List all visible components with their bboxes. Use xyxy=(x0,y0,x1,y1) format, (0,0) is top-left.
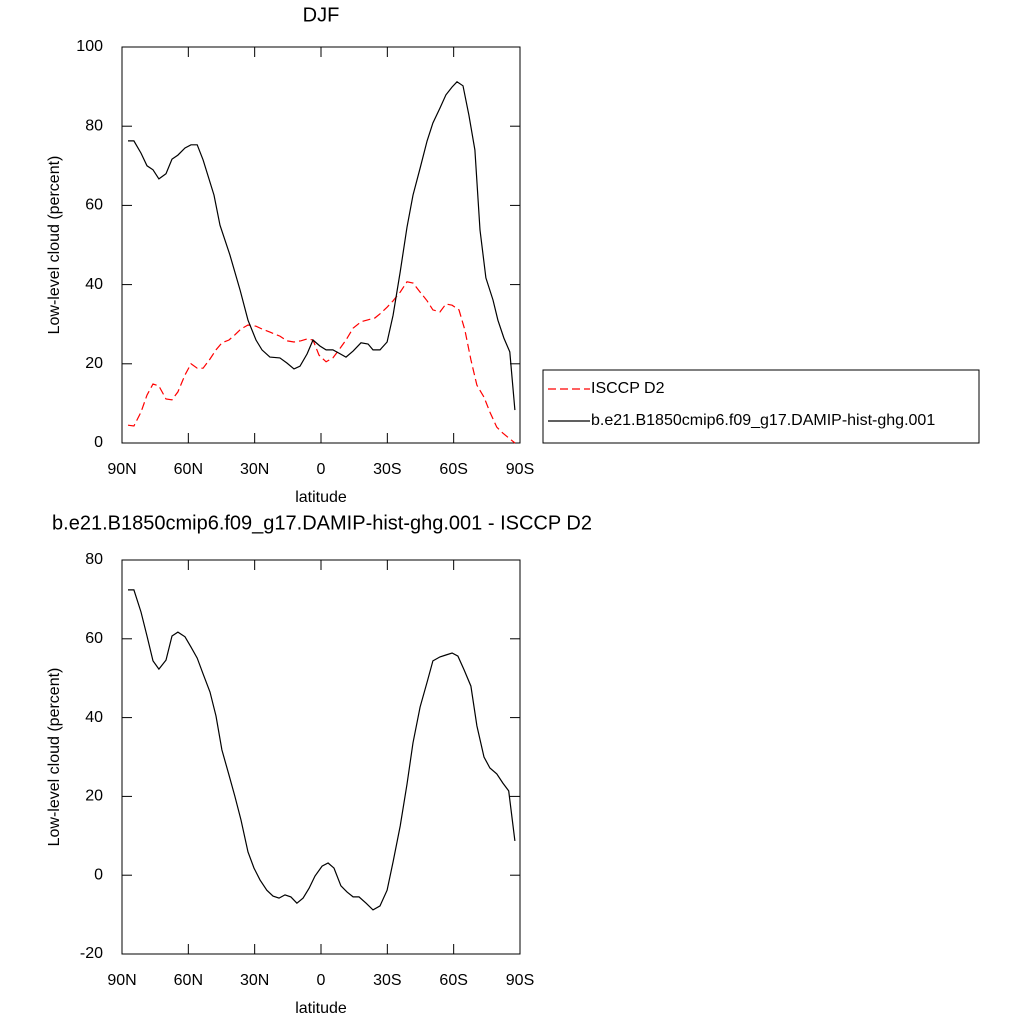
x-tick-label: 60S xyxy=(439,461,467,478)
y-tick-label: 100 xyxy=(76,38,103,55)
chart-title: b.e21.B1850cmip6.f09_g17.DAMIP-hist-ghg.… xyxy=(52,512,592,534)
data-line xyxy=(128,589,516,911)
x-tick-label: 30N xyxy=(240,461,269,478)
x-axis-label: latitude xyxy=(295,489,347,506)
x-tick-label: 60N xyxy=(174,461,203,478)
data-line xyxy=(127,281,516,444)
x-tick-label: 90S xyxy=(506,972,534,989)
y-tick-label: 20 xyxy=(85,788,103,805)
y-tick-label: 80 xyxy=(85,117,103,134)
x-tick-label: 60N xyxy=(174,972,203,989)
y-tick-label: 40 xyxy=(85,709,103,726)
x-tick-label: 30S xyxy=(373,461,401,478)
legend-label: ISCCP D2 xyxy=(591,380,665,397)
y-tick-label: 60 xyxy=(85,197,103,214)
chart-title: DJF xyxy=(303,4,340,26)
x-tick-label: 0 xyxy=(317,972,326,989)
plot-frame xyxy=(121,559,521,955)
x-tick-label: 30N xyxy=(240,972,269,989)
x-tick-label: 30S xyxy=(373,972,401,989)
y-tick-label: -20 xyxy=(80,945,103,962)
legend-label: b.e21.B1850cmip6.f09_g17.DAMIP-hist-ghg.… xyxy=(591,412,935,429)
x-tick-label: 90N xyxy=(107,461,136,478)
y-axis-label: Low-level cloud (percent) xyxy=(46,668,63,847)
x-tick-label: 90S xyxy=(506,461,534,478)
x-axis-label: latitude xyxy=(295,1000,347,1017)
y-tick-label: 60 xyxy=(85,630,103,647)
y-tick-label: 40 xyxy=(85,276,103,293)
y-tick-label: 0 xyxy=(94,434,103,451)
y-tick-label: 20 xyxy=(85,355,103,372)
y-tick-label: 80 xyxy=(85,551,103,568)
x-tick-label: 90N xyxy=(107,972,136,989)
x-tick-label: 0 xyxy=(317,461,326,478)
y-axis-label: Low-level cloud (percent) xyxy=(46,156,63,335)
y-tick-label: 0 xyxy=(94,866,103,883)
x-tick-label: 60S xyxy=(439,972,467,989)
data-line xyxy=(128,81,516,411)
legend-box xyxy=(542,369,980,444)
